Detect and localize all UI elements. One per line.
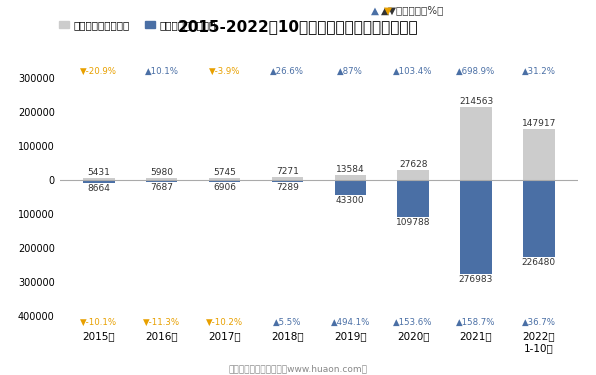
Bar — [146, 178, 178, 180]
Bar — [334, 175, 366, 180]
Bar — [83, 180, 114, 183]
Text: ▼: ▼ — [384, 6, 392, 16]
Text: 13584: 13584 — [336, 165, 365, 174]
Text: ▲: ▲ — [371, 6, 378, 16]
Text: ▲153.6%: ▲153.6% — [393, 318, 433, 327]
Text: ▲87%: ▲87% — [337, 67, 363, 76]
Text: 226480: 226480 — [522, 258, 556, 267]
Text: 147917: 147917 — [522, 120, 556, 129]
Text: ▲31.2%: ▲31.2% — [522, 67, 556, 76]
Bar — [523, 129, 554, 180]
Text: ▲698.9%: ▲698.9% — [457, 67, 496, 76]
Text: ▲10.1%: ▲10.1% — [145, 67, 179, 76]
Bar — [460, 180, 492, 274]
Text: 7271: 7271 — [276, 167, 299, 176]
Text: 5431: 5431 — [88, 168, 110, 177]
Text: 5745: 5745 — [213, 168, 236, 177]
Text: 7687: 7687 — [150, 183, 173, 192]
Text: 27628: 27628 — [399, 160, 427, 170]
Text: ▼-10.1%: ▼-10.1% — [80, 318, 117, 327]
Text: ▼-20.9%: ▼-20.9% — [80, 67, 117, 76]
Text: 214563: 214563 — [459, 97, 493, 106]
Bar — [460, 107, 492, 180]
Text: 8664: 8664 — [88, 184, 110, 193]
Bar — [272, 177, 303, 180]
Text: ▼-11.3%: ▼-11.3% — [143, 318, 181, 327]
Text: ▲▼同比增长（%）: ▲▼同比增长（%） — [381, 6, 445, 16]
Text: 制图：华经产业研究院（www.huaon.com）: 制图：华经产业研究院（www.huaon.com） — [228, 364, 368, 373]
Text: ▲5.5%: ▲5.5% — [273, 318, 302, 327]
Text: ▲103.4%: ▲103.4% — [393, 67, 433, 76]
Text: ▼-10.2%: ▼-10.2% — [206, 318, 243, 327]
Bar — [146, 180, 178, 183]
Bar — [209, 180, 240, 182]
Text: 6906: 6906 — [213, 183, 236, 192]
Bar — [209, 178, 240, 180]
Text: ▲26.6%: ▲26.6% — [271, 67, 305, 76]
Bar — [83, 178, 114, 180]
Text: 2015-2022年10月济南综合保税区进、出口额: 2015-2022年10月济南综合保税区进、出口额 — [178, 19, 418, 34]
Text: ▲158.7%: ▲158.7% — [456, 318, 496, 327]
Text: ▼-3.9%: ▼-3.9% — [209, 67, 240, 76]
Text: ▲494.1%: ▲494.1% — [331, 318, 370, 327]
Bar — [398, 180, 429, 217]
Legend: 出口总额（万美元）, 进口总额（万美元）: 出口总额（万美元）, 进口总额（万美元） — [54, 16, 220, 34]
Text: 43300: 43300 — [336, 196, 365, 205]
Text: 5980: 5980 — [150, 168, 173, 177]
Bar — [334, 180, 366, 195]
Text: 7289: 7289 — [276, 183, 299, 192]
Bar — [523, 180, 554, 257]
Text: 109788: 109788 — [396, 218, 430, 227]
Bar — [398, 171, 429, 180]
Text: ▲36.7%: ▲36.7% — [522, 318, 556, 327]
Text: 276983: 276983 — [459, 275, 493, 284]
Bar — [272, 180, 303, 182]
